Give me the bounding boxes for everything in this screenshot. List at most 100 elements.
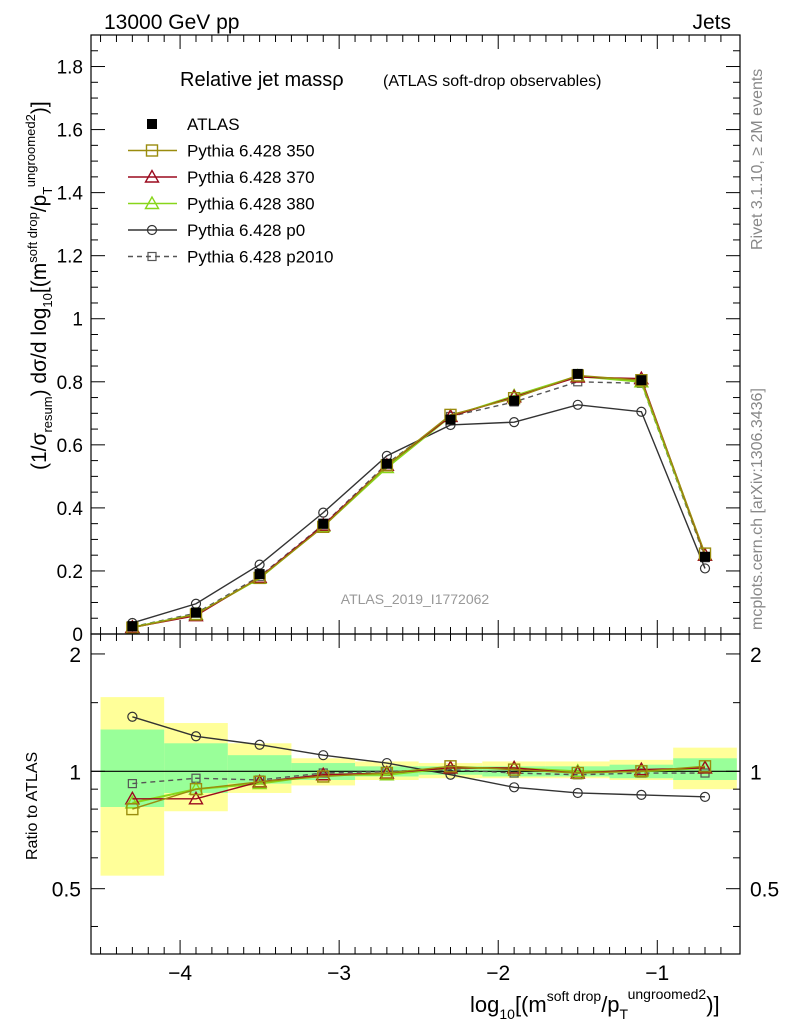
data-point [381, 458, 392, 469]
data-point [509, 395, 520, 406]
legend-label: Pythia 6.428 380 [187, 195, 315, 214]
ratio-point [445, 769, 456, 780]
header-left-label: 13000 GeV pp [104, 11, 239, 34]
legend-marker [146, 224, 158, 236]
ratio-point [699, 791, 711, 802]
ratio-point [127, 711, 138, 722]
ratio-point [509, 782, 520, 793]
x-tick-label: −4 [168, 962, 192, 985]
data-point [318, 507, 329, 518]
main-axis-ticks: 0 0.2 0.4 0.6 0.8 1 1.2 1.4 1.6 1.8 [57, 35, 740, 646]
data-point [635, 374, 648, 387]
legend-entry-pythia-6-428-p2010: Pythia 6.428 p2010 [128, 248, 334, 267]
main-y-tick-label: 1.8 [57, 58, 83, 79]
chart-title: Relative jet massρ [180, 69, 344, 91]
data-point [509, 417, 520, 428]
ratio-point [379, 766, 395, 781]
data-point [699, 563, 711, 574]
legend-marker [144, 169, 160, 183]
data-point [700, 551, 711, 562]
main-y-tick-label: 0 [72, 625, 83, 646]
ratio-y-tick-label-right: 1 [750, 761, 762, 784]
ratio-point [126, 802, 139, 816]
data-point [636, 406, 647, 417]
data-point [445, 414, 456, 425]
ratio-y-tick-label-right: 0.5 [750, 879, 779, 902]
ratio-series-layer [124, 711, 713, 816]
ratio-band-inner [164, 743, 228, 793]
x-tick-label: −2 [486, 962, 510, 985]
ratio-point [254, 739, 265, 750]
ratio-point [190, 731, 202, 742]
ratio-point [572, 787, 583, 799]
ratio-y-axis-label: Ratio to ATLAS [24, 752, 41, 860]
legend-label: Pythia 6.428 p2010 [187, 248, 334, 267]
data-point [254, 569, 265, 580]
ratio-series-pythia-6-428-p0 [127, 711, 711, 802]
ratio-y-tick-label: 1 [69, 761, 81, 784]
ratio-line [132, 716, 706, 798]
ratio-line [132, 767, 706, 800]
legend-label: Pythia 6.428 350 [187, 142, 315, 161]
x-tick-label: −1 [645, 962, 669, 985]
ratio-point [318, 750, 329, 761]
data-point [572, 368, 583, 379]
ratio-point [315, 766, 331, 781]
x-axis-label: log10[(msoft drop/pTungroomed2)] [470, 986, 720, 1022]
legend-entry-pythia-6-428-p0: Pythia 6.428 p0 [128, 221, 305, 240]
ratio-point [189, 782, 203, 796]
data-point [636, 375, 647, 386]
ratio-line [132, 768, 706, 785]
ratio-y-tick-label: 2 [69, 644, 81, 667]
rivet-version-label: Rivet 3.1.10, ≥ 2M events [749, 69, 766, 250]
legend-entry-atlas: ATLAS [147, 115, 240, 134]
main-y-axis-label: (1/σresum) dσ/d log10[(msoft drop/pTungr… [23, 101, 55, 470]
ratio-point [570, 763, 586, 778]
data-point [572, 399, 583, 410]
legend-entry-pythia-6-428-350: Pythia 6.428 350 [128, 142, 315, 161]
main-y-tick-label: 0.6 [57, 436, 83, 457]
ratio-point [698, 760, 712, 773]
data-point [190, 607, 201, 618]
main-y-tick-label: 1.4 [57, 184, 84, 205]
ratio-point [507, 763, 521, 776]
main-y-tick-label: 0.2 [57, 562, 83, 583]
ratio-panel-frame [90, 633, 741, 955]
legend-marker [145, 144, 159, 157]
main-series-layer [124, 368, 713, 634]
x-tick-label: −3 [327, 962, 351, 985]
legend-label: Pythia 6.428 p0 [187, 221, 305, 240]
ratio-point [124, 794, 141, 809]
data-point [127, 621, 138, 632]
legend-marker [147, 119, 157, 129]
legend-marker [147, 251, 157, 262]
ratio-point [317, 770, 330, 783]
analysis-watermark: ATLAS_2019_I1772062 [341, 591, 490, 607]
ratio-point [636, 789, 647, 801]
ratio-point [253, 775, 266, 788]
ratio-point [380, 766, 394, 780]
data-point [318, 518, 329, 529]
legend-entry-pythia-6-428-380: Pythia 6.428 380 [128, 195, 315, 214]
ratio-point [188, 790, 204, 805]
ratio-point [127, 779, 137, 789]
legend: ATLAS Pythia 6.428 350 Pythia 6.428 370 Pyt… [128, 115, 334, 267]
ratio-series-pythia-6-428-350 [126, 760, 712, 816]
main-y-tick-label: 0.4 [57, 499, 84, 520]
main-y-tick-label: 1.2 [57, 247, 83, 268]
ratio-band-inner [100, 729, 165, 808]
series-line [132, 381, 706, 628]
main-y-tick-label: 1.6 [57, 121, 83, 142]
mcplots-label: mcplots.cern.ch [arXiv:1306.3436] [749, 388, 766, 630]
ratio-point [571, 766, 584, 780]
ratio-line [132, 765, 706, 810]
ratio-point [444, 760, 457, 773]
legend-label: ATLAS [187, 115, 240, 134]
chart-subtitle: (ATLAS soft-drop observables) [383, 73, 601, 90]
legend-label: Pythia 6.428 370 [187, 168, 315, 187]
main-y-tick-label: 1 [72, 310, 83, 331]
ratio-point [635, 765, 648, 778]
ratio-y-tick-label-right: 2 [750, 644, 762, 667]
legend-marker [144, 195, 160, 210]
